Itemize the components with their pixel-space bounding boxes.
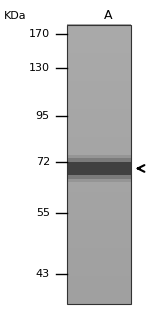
- FancyBboxPatch shape: [67, 185, 131, 189]
- FancyBboxPatch shape: [67, 115, 131, 119]
- FancyBboxPatch shape: [67, 157, 131, 161]
- Text: 55: 55: [36, 208, 50, 218]
- FancyBboxPatch shape: [67, 112, 131, 116]
- FancyBboxPatch shape: [67, 195, 131, 199]
- FancyBboxPatch shape: [67, 181, 131, 185]
- FancyBboxPatch shape: [67, 105, 131, 109]
- FancyBboxPatch shape: [67, 31, 131, 36]
- FancyBboxPatch shape: [67, 286, 131, 290]
- Text: 72: 72: [36, 157, 50, 167]
- FancyBboxPatch shape: [67, 227, 131, 231]
- FancyBboxPatch shape: [67, 244, 131, 248]
- FancyBboxPatch shape: [67, 153, 131, 157]
- FancyBboxPatch shape: [67, 129, 131, 133]
- FancyBboxPatch shape: [67, 202, 131, 206]
- FancyBboxPatch shape: [67, 73, 131, 77]
- FancyBboxPatch shape: [67, 261, 131, 266]
- FancyBboxPatch shape: [67, 70, 131, 74]
- FancyBboxPatch shape: [67, 213, 131, 217]
- FancyBboxPatch shape: [67, 98, 131, 102]
- FancyBboxPatch shape: [67, 167, 131, 171]
- FancyBboxPatch shape: [67, 140, 131, 144]
- FancyBboxPatch shape: [67, 158, 131, 178]
- FancyBboxPatch shape: [67, 223, 131, 227]
- FancyBboxPatch shape: [67, 24, 131, 29]
- FancyBboxPatch shape: [67, 28, 131, 32]
- FancyBboxPatch shape: [67, 59, 131, 63]
- FancyBboxPatch shape: [67, 84, 131, 88]
- FancyBboxPatch shape: [67, 241, 131, 245]
- FancyBboxPatch shape: [67, 254, 131, 259]
- FancyBboxPatch shape: [67, 133, 131, 137]
- FancyBboxPatch shape: [67, 279, 131, 283]
- Text: KDa: KDa: [4, 10, 26, 21]
- FancyBboxPatch shape: [67, 42, 131, 46]
- FancyBboxPatch shape: [67, 174, 131, 178]
- FancyBboxPatch shape: [67, 178, 131, 182]
- FancyBboxPatch shape: [67, 150, 131, 154]
- FancyBboxPatch shape: [67, 162, 131, 175]
- FancyBboxPatch shape: [67, 216, 131, 220]
- FancyBboxPatch shape: [67, 268, 131, 273]
- FancyBboxPatch shape: [67, 94, 131, 98]
- FancyBboxPatch shape: [67, 258, 131, 262]
- FancyBboxPatch shape: [67, 56, 131, 60]
- FancyBboxPatch shape: [67, 49, 131, 53]
- FancyBboxPatch shape: [67, 160, 131, 164]
- FancyBboxPatch shape: [67, 275, 131, 280]
- FancyBboxPatch shape: [67, 234, 131, 238]
- FancyBboxPatch shape: [67, 122, 131, 126]
- FancyBboxPatch shape: [67, 199, 131, 203]
- FancyBboxPatch shape: [67, 265, 131, 269]
- FancyBboxPatch shape: [67, 101, 131, 105]
- FancyBboxPatch shape: [67, 52, 131, 56]
- FancyBboxPatch shape: [67, 192, 131, 196]
- Text: 95: 95: [36, 111, 50, 121]
- FancyBboxPatch shape: [67, 300, 131, 304]
- FancyBboxPatch shape: [67, 38, 131, 43]
- FancyBboxPatch shape: [67, 164, 131, 168]
- FancyBboxPatch shape: [67, 171, 131, 175]
- FancyBboxPatch shape: [67, 108, 131, 112]
- FancyBboxPatch shape: [67, 66, 131, 70]
- FancyBboxPatch shape: [67, 209, 131, 213]
- FancyBboxPatch shape: [67, 126, 131, 130]
- FancyBboxPatch shape: [67, 87, 131, 91]
- FancyBboxPatch shape: [67, 77, 131, 81]
- FancyBboxPatch shape: [67, 230, 131, 234]
- Text: 43: 43: [36, 269, 50, 279]
- Text: A: A: [104, 9, 112, 22]
- FancyBboxPatch shape: [67, 119, 131, 123]
- FancyBboxPatch shape: [67, 63, 131, 67]
- FancyBboxPatch shape: [67, 248, 131, 252]
- FancyBboxPatch shape: [67, 45, 131, 49]
- FancyBboxPatch shape: [67, 80, 131, 84]
- FancyBboxPatch shape: [67, 289, 131, 294]
- FancyBboxPatch shape: [67, 296, 131, 301]
- FancyBboxPatch shape: [67, 251, 131, 255]
- FancyBboxPatch shape: [67, 188, 131, 192]
- FancyBboxPatch shape: [67, 143, 131, 147]
- FancyBboxPatch shape: [67, 35, 131, 39]
- FancyBboxPatch shape: [67, 282, 131, 287]
- Text: 170: 170: [29, 30, 50, 39]
- FancyBboxPatch shape: [67, 155, 131, 182]
- FancyBboxPatch shape: [67, 206, 131, 210]
- FancyBboxPatch shape: [67, 91, 131, 95]
- FancyBboxPatch shape: [67, 293, 131, 297]
- FancyBboxPatch shape: [67, 237, 131, 241]
- FancyBboxPatch shape: [67, 220, 131, 224]
- FancyBboxPatch shape: [67, 147, 131, 150]
- FancyBboxPatch shape: [67, 272, 131, 276]
- FancyBboxPatch shape: [67, 136, 131, 140]
- Text: 130: 130: [29, 63, 50, 73]
